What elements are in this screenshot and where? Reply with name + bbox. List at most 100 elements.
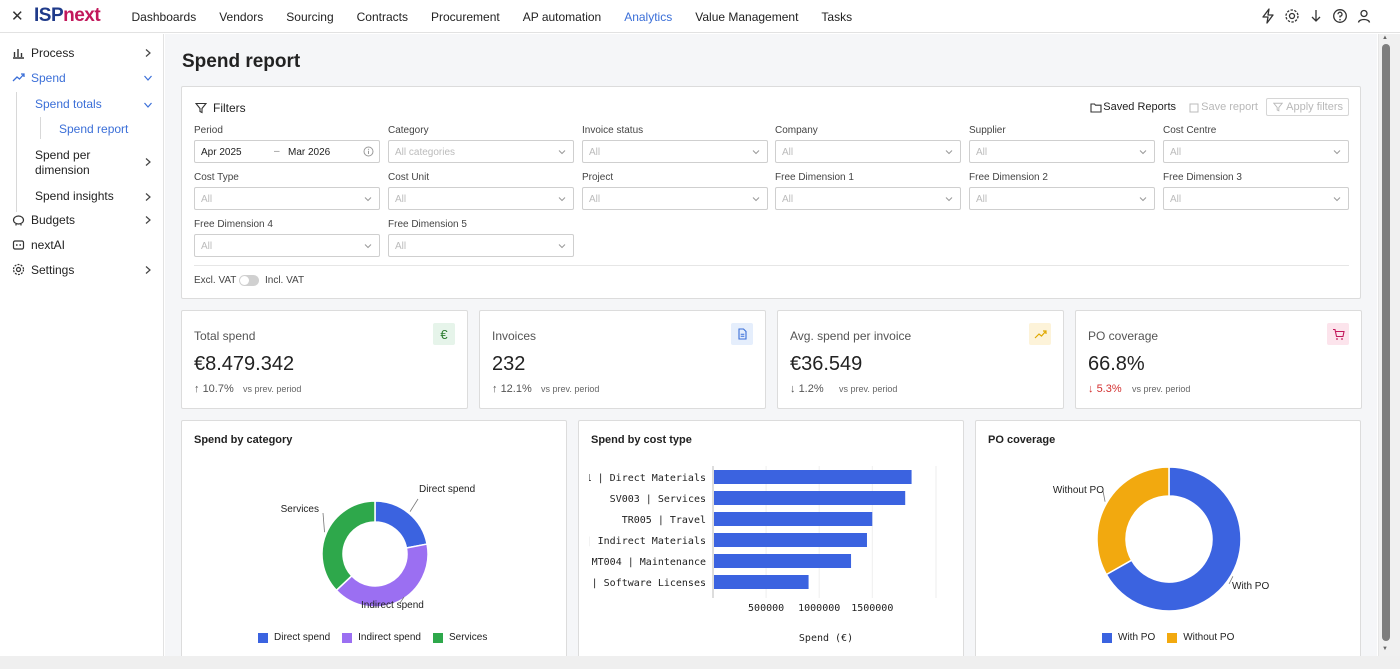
filter-select[interactable]: All	[582, 140, 768, 163]
pie-slice-with-po[interactable]	[1105, 466, 1242, 612]
save-icon	[1189, 102, 1199, 116]
gear-icon[interactable]	[1284, 8, 1300, 24]
leader-line	[399, 596, 405, 604]
nav-sourcing[interactable]: Sourcing	[286, 9, 334, 24]
save-report-button[interactable]: Save report	[1201, 101, 1258, 113]
chevron-right-icon	[143, 156, 153, 170]
pie-slice-indirect-spend[interactable]	[335, 543, 429, 608]
filter-label: Supplier	[969, 125, 1006, 136]
nav-dashboards[interactable]: Dashboards	[131, 9, 197, 24]
chevron-right-icon	[143, 47, 153, 57]
vertical-scrollbar[interactable]: ▲ ▼	[1378, 34, 1400, 656]
sidebar-item-spend-totals[interactable]: Spend totals	[35, 97, 102, 111]
logo[interactable]: ISPnext	[34, 5, 101, 26]
filter-select[interactable]: All	[969, 187, 1155, 210]
donut-chart: With PO Without PO	[1053, 466, 1269, 612]
legend-item[interactable]: Without PO	[1167, 632, 1234, 643]
sidebar-item-settings[interactable]: Settings	[0, 259, 164, 281]
filter-select[interactable]: All	[582, 187, 768, 210]
main-content: Spend report Filters Saved Reports Save …	[165, 34, 1377, 656]
bar[interactable]	[714, 533, 867, 547]
bar[interactable]	[714, 512, 873, 526]
legend-item[interactable]: With PO	[1102, 632, 1155, 643]
pie-slice-without-po[interactable]	[1096, 466, 1170, 576]
sidebar-item-spend[interactable]: Spend	[0, 67, 164, 89]
download-icon[interactable]	[1308, 8, 1324, 24]
chevron-down-icon	[558, 148, 566, 156]
x-tick-label: 1000000	[798, 603, 840, 614]
sidebar-item-nextai[interactable]: nextAI	[0, 234, 164, 256]
sidebar-item-spend-report[interactable]: Spend report	[59, 122, 129, 136]
horizontal-scrollbar[interactable]	[0, 656, 1400, 669]
sidebar-item-spend-per-dimension-line2[interactable]: dimension	[35, 163, 90, 177]
nav-procurement[interactable]: Procurement	[431, 9, 500, 24]
period-picker[interactable]: Apr 2025 – Mar 2026	[194, 140, 380, 163]
filter-select[interactable]: All	[1163, 187, 1349, 210]
period-from: Apr 2025	[201, 147, 242, 158]
chevron-down-icon	[558, 195, 566, 203]
trend-icon	[12, 71, 25, 84]
filter-label: Category	[388, 125, 429, 136]
bar[interactable]	[714, 491, 906, 505]
filter-label: Free Dimension 2	[969, 172, 1048, 183]
nav-contracts[interactable]: Contracts	[356, 9, 408, 24]
filter-select[interactable]: All	[1163, 140, 1349, 163]
bar[interactable]	[714, 470, 912, 484]
kpi-vs: vs prev. period	[839, 384, 898, 394]
chevron-down-icon	[143, 99, 153, 113]
filter-select[interactable]: All	[194, 234, 380, 257]
donut-chart: Direct spend Indirect spend Services	[281, 484, 476, 611]
pie-slice-services[interactable]	[321, 500, 376, 592]
filter-select[interactable]: All	[775, 187, 961, 210]
filter-select[interactable]: All categories	[388, 140, 574, 163]
filter-select[interactable]: All	[388, 187, 574, 210]
piggy-bank-icon	[12, 213, 25, 226]
legend-item[interactable]: Direct spend	[258, 632, 330, 643]
document-icon	[731, 323, 753, 345]
nav-ap-automation[interactable]: AP automation	[522, 9, 602, 24]
sidebar-item-process[interactable]: Process	[0, 42, 164, 64]
sidebar-item-spend-per-dimension-line1[interactable]: Spend per	[35, 148, 91, 162]
chevron-down-icon	[752, 148, 760, 156]
bar[interactable]	[714, 575, 809, 589]
slice-label: Indirect spend	[361, 600, 424, 611]
filter-label: Cost Type	[194, 172, 239, 183]
help-icon[interactable]	[1332, 8, 1348, 24]
chevron-down-icon	[945, 148, 953, 156]
sidebar-item-budgets[interactable]: Budgets	[0, 209, 164, 231]
nav-vendors[interactable]: Vendors	[219, 9, 264, 24]
filter-label: Project	[582, 172, 614, 183]
kpi-label: Invoices	[492, 329, 537, 343]
arrow-up-icon: ↑	[492, 383, 498, 395]
filter-select[interactable]: All	[775, 140, 961, 163]
chart-title: PO coverage	[988, 434, 1056, 446]
legend-item[interactable]: Services	[432, 632, 487, 643]
period-to: Mar 2026	[288, 147, 331, 158]
kpi-value: 232	[492, 353, 526, 375]
vat-toggle[interactable]	[239, 275, 259, 286]
nav-tasks[interactable]: Tasks	[821, 9, 853, 24]
nav-value-management[interactable]: Value Management	[695, 9, 799, 24]
saved-reports-button[interactable]: Saved Reports	[1103, 101, 1176, 113]
sidebar-item-spend-insights[interactable]: Spend insights	[35, 189, 114, 203]
filter-select[interactable]: All	[388, 234, 574, 257]
apply-filters-button[interactable]: Apply filters	[1266, 98, 1349, 116]
user-icon[interactable]	[1356, 8, 1372, 24]
nav-analytics[interactable]: Analytics	[624, 9, 673, 24]
bar[interactable]	[714, 554, 852, 568]
kpi-value: €36.549	[790, 353, 863, 375]
filter-select[interactable]: All	[194, 187, 380, 210]
filter-select[interactable]: All	[969, 140, 1155, 163]
page-title: Spend report	[182, 51, 301, 72]
close-icon[interactable]: ✕	[11, 8, 24, 25]
legend-item[interactable]: Indirect spend	[342, 632, 421, 643]
top-bar: ✕ ISPnext Dashboards Vendors Sourcing Contr…	[0, 0, 1400, 33]
y-tick-label: SV003 | Services	[610, 494, 706, 505]
y-tick-label: MT004 | Maintenance	[592, 557, 706, 568]
chart-po-coverage: PO coverage With PO Without PO With PO Wit…	[975, 420, 1361, 656]
trend-up-icon	[1029, 323, 1051, 345]
lightning-icon[interactable]	[1260, 8, 1276, 24]
scrollbar-thumb[interactable]	[1382, 44, 1390, 641]
gear-icon	[12, 263, 25, 276]
pie-slice-direct-spend[interactable]	[374, 500, 428, 549]
